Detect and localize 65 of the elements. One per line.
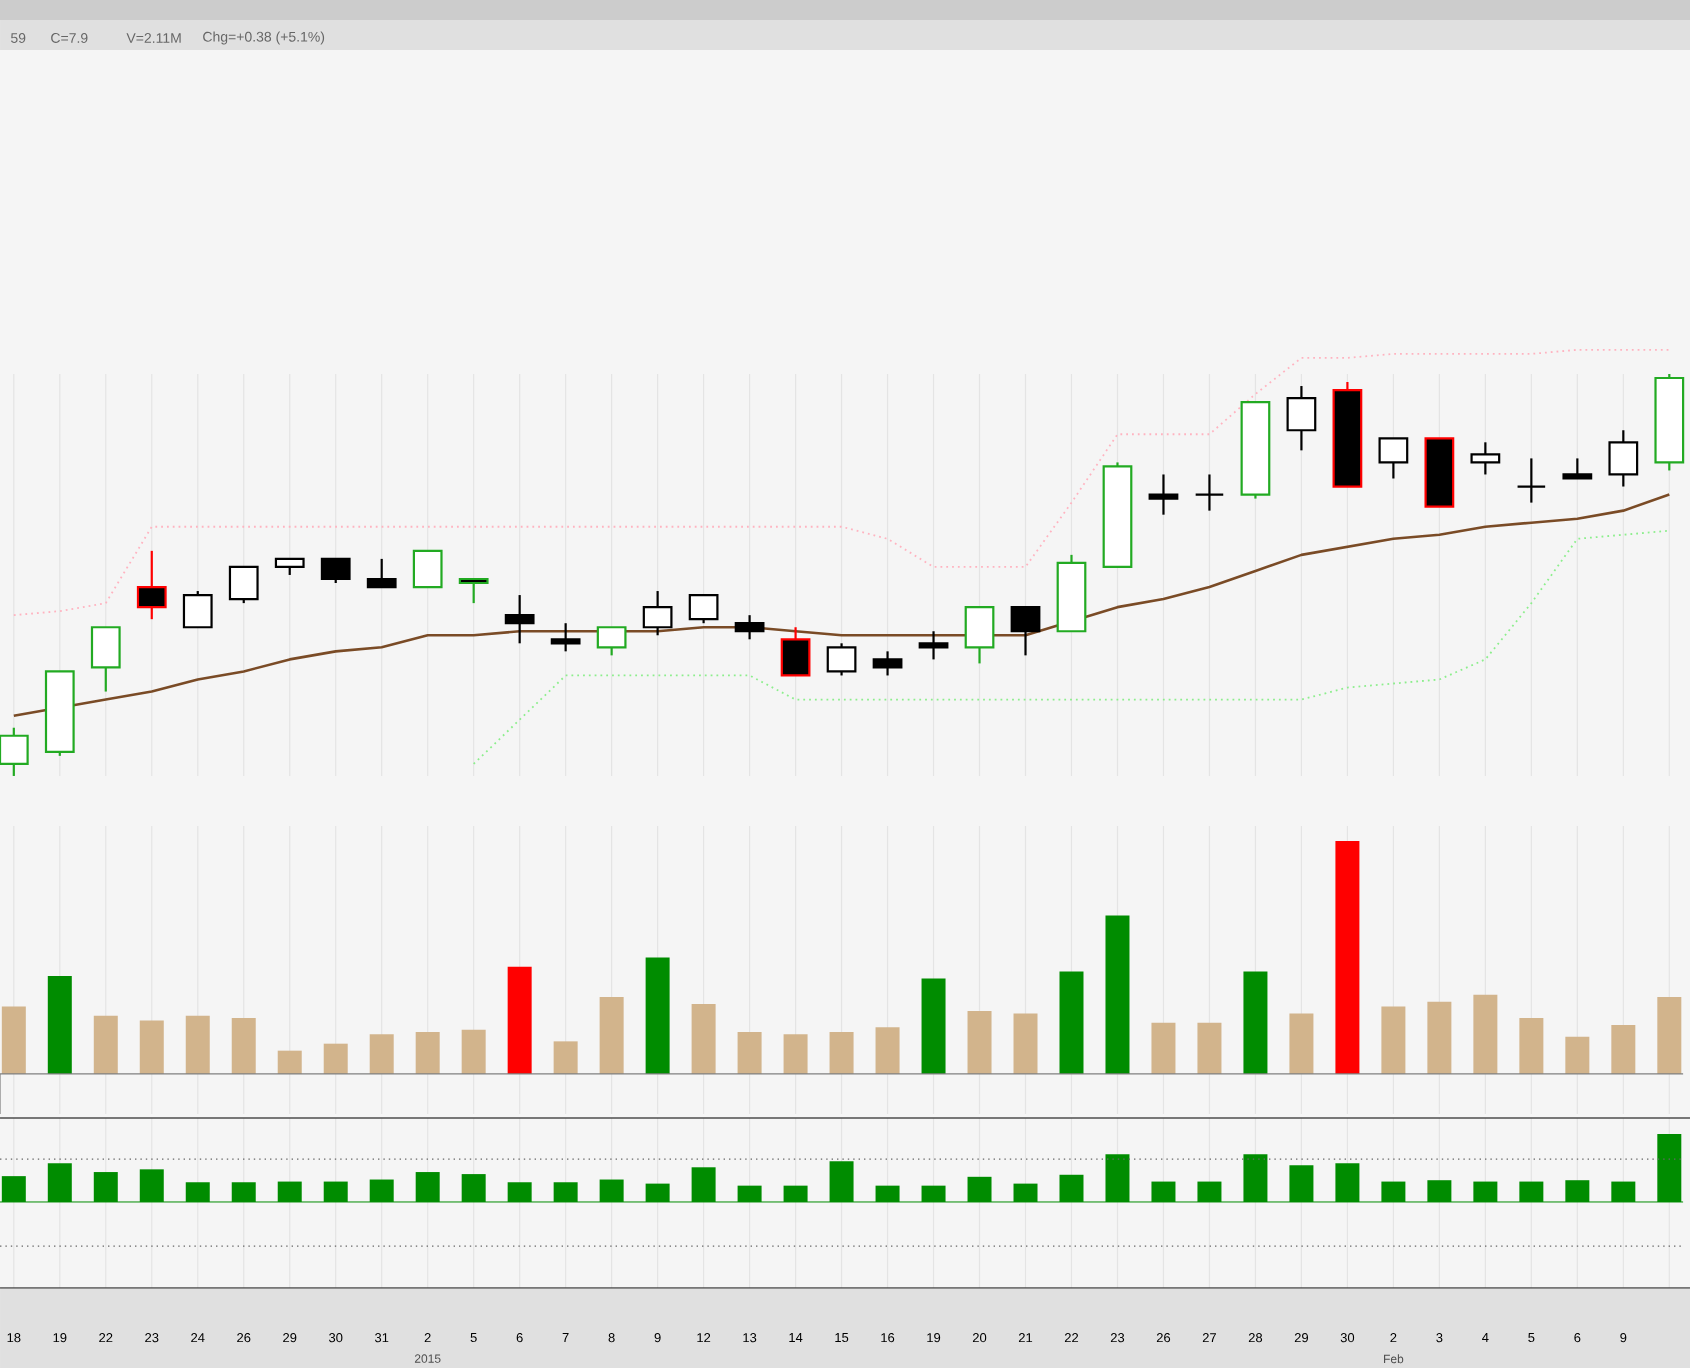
- candlestick: [182, 589, 213, 629]
- bar: [1519, 1018, 1544, 1074]
- candlestick: [596, 626, 627, 657]
- candlestick: [780, 626, 811, 677]
- candlestick: [1608, 429, 1639, 488]
- candlestick: [412, 549, 443, 589]
- candlestick: [504, 593, 535, 645]
- bar: [1381, 1006, 1406, 1074]
- bar: [1243, 971, 1268, 1074]
- bar: [1105, 915, 1130, 1074]
- bar: [1427, 1001, 1452, 1074]
- bar: [1197, 1022, 1222, 1074]
- bar: [1473, 994, 1498, 1074]
- candlestick: [826, 642, 857, 677]
- bar: [93, 1015, 118, 1074]
- candlestick: [1470, 441, 1501, 476]
- bar: [1565, 1036, 1590, 1074]
- candlestick: [550, 622, 581, 653]
- bar: [1059, 971, 1084, 1074]
- bar: [599, 997, 624, 1074]
- candlestick: [1010, 606, 1041, 657]
- candlestick: [872, 650, 903, 677]
- bar: [1657, 997, 1682, 1074]
- bar: [829, 1032, 854, 1074]
- candlestick: [918, 630, 949, 661]
- bar: [967, 1011, 992, 1074]
- bar: [139, 1020, 164, 1074]
- candlestick: [1194, 473, 1225, 512]
- candlestick: [1562, 457, 1593, 480]
- candlestick: [90, 626, 121, 693]
- bar: [323, 1043, 348, 1074]
- bar: [507, 966, 532, 1074]
- candlestick: [642, 589, 673, 637]
- bar: [1289, 1013, 1314, 1074]
- candlestick: [1378, 437, 1409, 480]
- bar: [921, 978, 946, 1074]
- candlestick: [228, 565, 259, 605]
- bar: [1151, 1022, 1176, 1074]
- bar: [1013, 1013, 1038, 1074]
- bar: [369, 1034, 394, 1074]
- bar: [737, 1032, 762, 1074]
- bar: [783, 1034, 808, 1074]
- bar: [415, 1032, 440, 1074]
- bar: [231, 1018, 256, 1074]
- candlestick: [964, 606, 995, 665]
- candlestick: [320, 557, 351, 585]
- bar: [875, 1027, 900, 1074]
- bar: [461, 1029, 486, 1074]
- candlestick: [458, 577, 489, 605]
- bar: [691, 1004, 716, 1074]
- candlestick: [734, 614, 765, 641]
- candlestick: [688, 593, 719, 625]
- bar: [1611, 1025, 1636, 1074]
- candlestick: [366, 557, 397, 589]
- bar: [553, 1041, 578, 1074]
- candlestick: [1148, 473, 1179, 516]
- bar: [1, 1006, 26, 1074]
- bar: [645, 957, 670, 1074]
- bar: [47, 976, 72, 1074]
- candlestick: [136, 549, 167, 621]
- bar: [1335, 840, 1360, 1074]
- bar: [185, 1015, 210, 1074]
- candlestick: [1286, 384, 1317, 452]
- bar: [277, 1050, 302, 1074]
- candlestick: [1516, 457, 1547, 504]
